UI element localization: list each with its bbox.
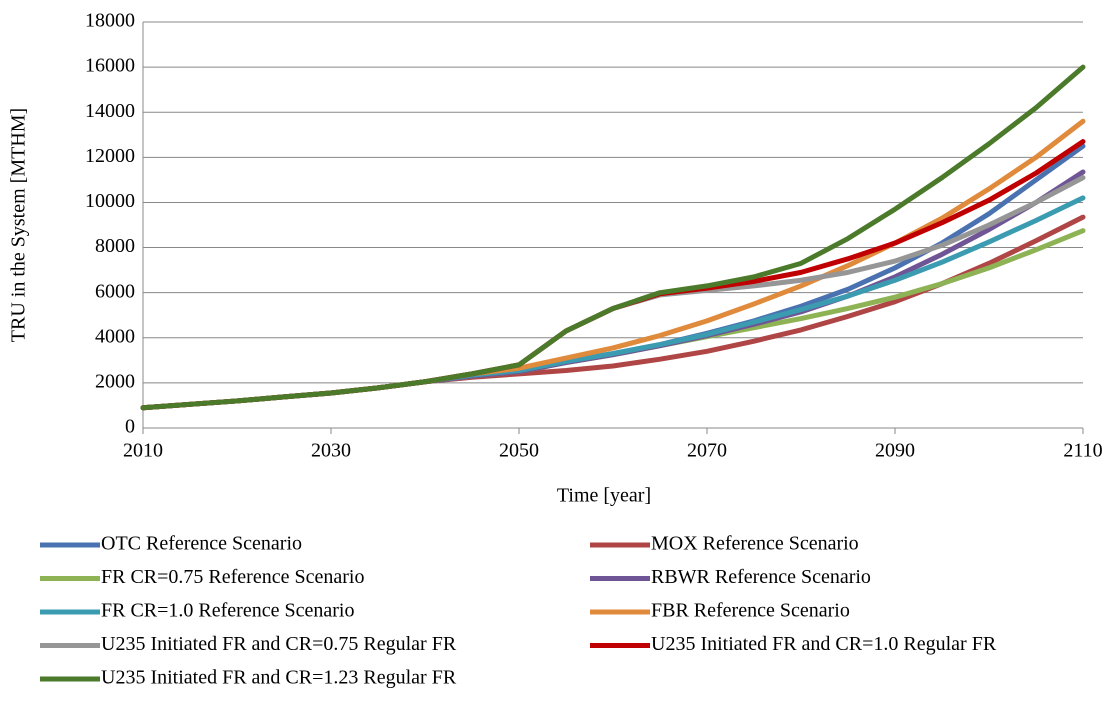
y-tick-label: 2000 (95, 370, 135, 392)
legend-label: FBR Reference Scenario (651, 600, 850, 622)
x-axis-label: Time [year] (557, 485, 651, 507)
x-tick-label: 2070 (687, 440, 727, 462)
y-tick-label: 6000 (95, 280, 135, 302)
legend-label: U235 Initiated FR and CR=0.75 Regular FR (101, 633, 457, 655)
y-tick-label: 0 (125, 416, 135, 438)
y-axis-label: TRU in the System [MTHM] (8, 108, 30, 342)
y-tick-label: 14000 (85, 100, 135, 122)
x-tick-label: 2110 (1063, 440, 1102, 462)
series-line (140, 195, 1086, 411)
series-line (140, 228, 1086, 411)
y-tick-label: 8000 (95, 235, 135, 257)
legend-label: RBWR Reference Scenario (651, 566, 871, 588)
legend-label: MOX Reference Scenario (651, 533, 859, 555)
legend-label: OTC Reference Scenario (101, 533, 302, 555)
x-tick-label: 2050 (499, 440, 539, 462)
y-tick-label: 4000 (95, 325, 135, 347)
y-tick-label: 16000 (85, 55, 135, 77)
x-tick-label: 2010 (123, 440, 163, 462)
legend-label: FR CR=0.75 Reference Scenario (101, 566, 364, 588)
y-tick-label: 10000 (85, 190, 135, 212)
legend-label: FR CR=1.0 Reference Scenario (101, 600, 354, 622)
x-tick-label: 2090 (875, 440, 915, 462)
y-tick-label: 18000 (85, 10, 135, 32)
legend-label: U235 Initiated FR and CR=1.0 Regular FR (651, 633, 997, 655)
y-tick-label: 12000 (85, 145, 135, 167)
series-line (140, 169, 1086, 411)
legend-label: U235 Initiated FR and CR=1.23 Regular FR (101, 667, 457, 689)
series-line (140, 64, 1086, 411)
x-tick-label: 2030 (311, 440, 351, 462)
